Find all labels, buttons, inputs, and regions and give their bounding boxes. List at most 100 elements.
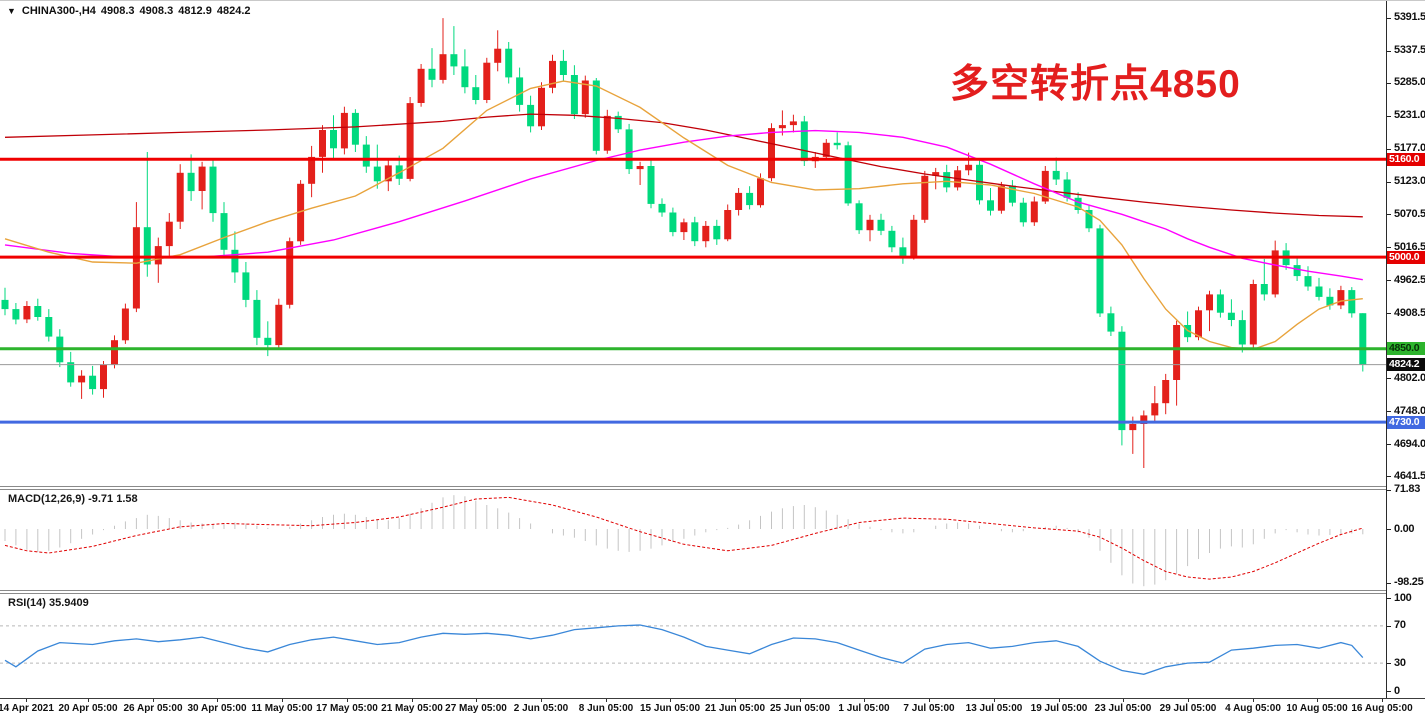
- candle-body: [855, 203, 863, 231]
- tick-mark: [217, 699, 218, 702]
- candle-body: [1304, 276, 1312, 287]
- candle-body: [1063, 179, 1071, 198]
- tick-mark: [541, 699, 542, 702]
- time-axis[interactable]: 14 Apr 2021 20 Apr 05:00 26 Apr 05:00 30 Ap…: [0, 698, 1425, 719]
- candle-body: [308, 156, 316, 184]
- candle-body: [899, 247, 907, 257]
- candle-body: [242, 272, 250, 300]
- tick-mark: [1317, 699, 1318, 702]
- macd-tick-label: 0.00: [1394, 522, 1415, 535]
- panel-splitter[interactable]: [0, 486, 1386, 490]
- candle-body: [143, 227, 151, 265]
- candle-body: [713, 225, 721, 240]
- rsi-tick-label: 30: [1394, 656, 1406, 669]
- tick-mark: [1387, 50, 1391, 52]
- candle-body: [1173, 325, 1181, 380]
- candle-body: [340, 112, 348, 149]
- candle-body: [778, 125, 786, 129]
- candle-body: [494, 48, 502, 63]
- tick-mark: [1382, 699, 1383, 702]
- candle-body: [231, 249, 239, 273]
- tick-mark: [1387, 598, 1391, 599]
- candle-body: [877, 219, 885, 231]
- candle-body: [997, 185, 1005, 211]
- price-axis[interactable]: 5391.5 5337.5 5285.0 5231.0 5177.0 5123.0 5070…: [1386, 1, 1425, 698]
- candle-body: [406, 103, 414, 179]
- candle-body: [636, 166, 644, 170]
- candle-body: [34, 306, 42, 317]
- macd-indicator-label: MACD(12,26,9) -9.71 1.58: [8, 493, 138, 505]
- time-tick-label: 26 Apr 05:00: [123, 703, 183, 714]
- candle-body: [1140, 415, 1148, 424]
- symbol-period-label: CHINA300-,H4: [21, 5, 96, 17]
- ohlc-high: 4908.3: [139, 5, 174, 17]
- tick-mark: [153, 699, 154, 702]
- candle-body: [789, 121, 797, 126]
- tick-mark: [347, 699, 348, 702]
- time-tick-label: 23 Jul 05:00: [1094, 703, 1152, 714]
- rsi-chart-canvas[interactable]: [0, 594, 1386, 697]
- tick-mark: [88, 699, 89, 702]
- main-chart-canvas[interactable]: [0, 1, 1386, 486]
- macd-tick-label: 71.83: [1394, 483, 1421, 496]
- tick-mark: [1387, 476, 1391, 478]
- price-tick-label: 5123.0: [1394, 175, 1425, 188]
- candle-body: [1227, 312, 1235, 320]
- macd-chart-canvas[interactable]: [0, 490, 1386, 590]
- panel-splitter[interactable]: [0, 590, 1386, 594]
- macd-histogram: [4, 495, 1364, 587]
- candle-body: [1030, 201, 1038, 223]
- price-tick-label: 4802.0: [1394, 371, 1425, 384]
- tick-mark: [1123, 699, 1124, 702]
- candle-body: [78, 375, 86, 383]
- candle-body: [176, 172, 184, 222]
- candle-body: [800, 121, 808, 162]
- candle-body: [592, 80, 600, 151]
- candle-body: [549, 60, 556, 88]
- rsi-indicator-label: RSI(14) 35.9409: [8, 597, 89, 609]
- tick-mark: [282, 699, 283, 702]
- candle-body: [121, 308, 129, 341]
- tick-mark: [1387, 444, 1391, 446]
- candle-body: [614, 115, 622, 130]
- candle-body: [559, 60, 567, 75]
- candle-body: [658, 203, 666, 213]
- candle-body: [932, 172, 940, 176]
- price-tick-label: 5285.0: [1394, 76, 1425, 89]
- candle-body: [822, 142, 830, 157]
- tick-mark: [1387, 115, 1391, 117]
- candle-body: [1041, 170, 1049, 202]
- price-flag-4850.0: 4850.0: [1387, 342, 1425, 356]
- candle-body: [1085, 210, 1093, 229]
- ohlc-open: 4908.3: [100, 5, 135, 17]
- candle-body: [330, 130, 337, 149]
- time-tick-label: 13 Jul 05:00: [965, 703, 1023, 714]
- tick-mark: [1059, 699, 1060, 702]
- candle-body: [1008, 185, 1016, 203]
- candle-body: [921, 175, 929, 220]
- candle-body: [1293, 265, 1301, 277]
- candle-body: [505, 48, 513, 78]
- candle-body: [1337, 290, 1345, 306]
- candle-body: [1206, 294, 1213, 311]
- mid-ma-magenta-line: [4, 129, 1363, 281]
- tick-mark: [735, 699, 736, 702]
- time-tick-label: 7 Jul 05:00: [903, 703, 955, 714]
- price-tick-label: 4748.0: [1394, 404, 1425, 417]
- time-tick-label: 4 Aug 05:00: [1225, 703, 1281, 714]
- candle-body: [1238, 320, 1246, 345]
- candle-body: [439, 54, 447, 80]
- tick-mark: [800, 699, 801, 702]
- tick-mark: [1387, 582, 1391, 584]
- candle-body: [1019, 202, 1027, 223]
- rsi-tick-label: 0: [1394, 684, 1400, 697]
- candle-body: [735, 192, 743, 210]
- candle-body: [669, 212, 677, 233]
- fast-ma-orange-line: [4, 80, 1363, 351]
- candle-body: [45, 317, 53, 337]
- candle-body: [220, 213, 228, 250]
- symbol-marker-icon: ▼: [7, 6, 16, 16]
- candle-body: [1216, 294, 1224, 313]
- candle-body: [603, 115, 611, 151]
